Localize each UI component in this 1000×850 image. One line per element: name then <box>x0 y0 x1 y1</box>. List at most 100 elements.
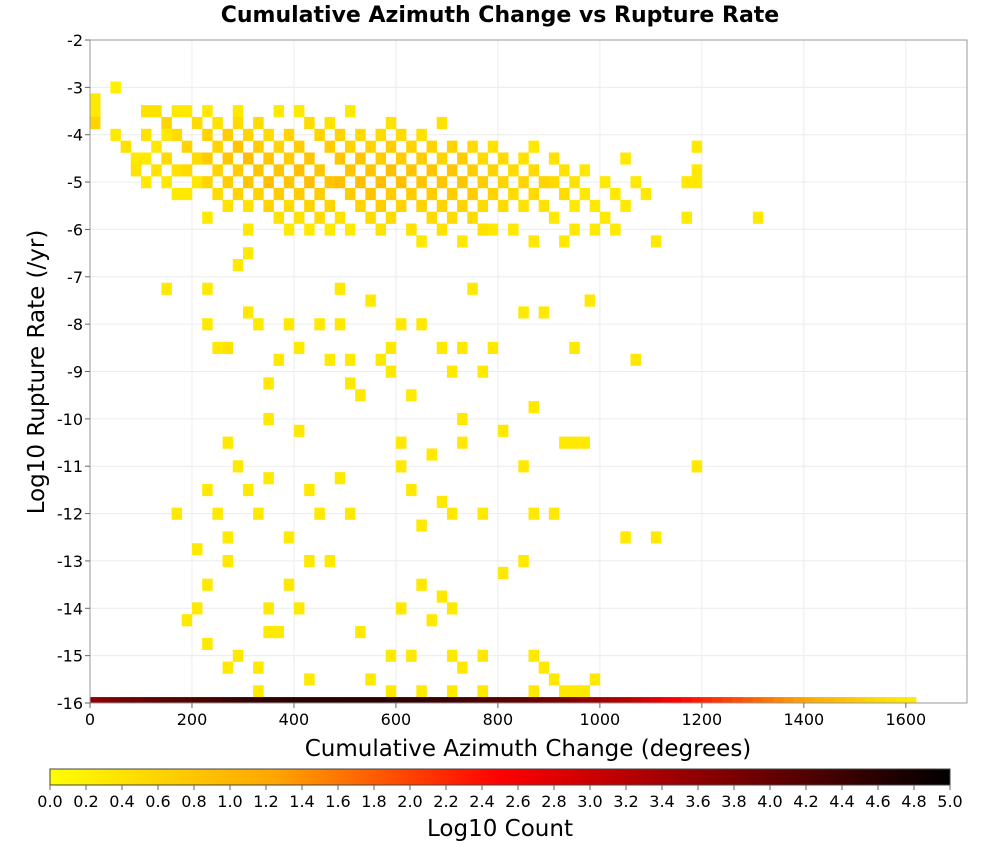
y-tick-label: -14 <box>57 599 83 618</box>
heatmap-cell <box>528 697 540 703</box>
heatmap-cell <box>630 697 642 703</box>
chart-title: Cumulative Azimuth Change vs Rupture Rat… <box>221 3 779 28</box>
x-tick-label: 1400 <box>783 710 824 729</box>
heatmap-cell <box>222 128 234 141</box>
heatmap-cell <box>385 164 397 177</box>
heatmap-cell <box>273 697 285 703</box>
heatmap-cell <box>406 697 417 703</box>
heatmap-cell <box>691 697 703 703</box>
heatmap-cell <box>538 661 550 674</box>
colorbar-tick-label: 3.6 <box>685 792 710 811</box>
heatmap-cell <box>253 661 264 674</box>
heatmap-cell <box>548 176 560 189</box>
heatmap-cell <box>436 223 448 236</box>
y-tick-label: -16 <box>57 694 83 713</box>
colorbar-tick-label: 1.8 <box>361 792 386 811</box>
heatmap-cell <box>222 199 234 212</box>
heatmap-cell <box>324 199 336 212</box>
heatmap-cell <box>584 294 596 307</box>
heatmap-cell <box>630 353 641 366</box>
heatmap-cell <box>681 176 692 189</box>
heatmap-cell <box>385 685 397 698</box>
heatmap-cell <box>355 199 366 212</box>
heatmap-cell <box>140 152 152 165</box>
heatmap-cell <box>253 140 264 153</box>
heatmap-cell <box>559 187 570 201</box>
heatmap-cell <box>487 164 499 177</box>
heatmap-cell <box>222 531 234 544</box>
heatmap-cell <box>487 697 499 703</box>
heatmap-cell <box>895 697 907 703</box>
heatmap-cell <box>416 176 427 189</box>
heatmap-cell <box>436 199 448 212</box>
heatmap-cell <box>293 105 305 118</box>
heatmap-cell <box>283 531 295 544</box>
heatmap-cell <box>293 187 305 201</box>
heatmap-cell <box>406 483 417 497</box>
heatmap-cell <box>212 341 223 355</box>
heatmap-cell <box>365 187 376 201</box>
heatmap-cell <box>589 223 601 236</box>
heatmap-cell <box>232 649 244 662</box>
heatmap-cell <box>314 507 325 520</box>
heatmap-cell <box>467 164 478 177</box>
colorbar-tick-label: 4.2 <box>793 792 818 811</box>
heatmap-cell <box>242 152 254 165</box>
heatmap-cell <box>589 697 601 703</box>
colorbar-tick-label: 5.0 <box>937 792 962 811</box>
heatmap-cell <box>283 697 295 703</box>
heatmap-cell <box>803 697 815 703</box>
heatmap-cell <box>161 697 172 703</box>
heatmap-cell <box>457 697 468 703</box>
heatmap-cell <box>355 626 366 639</box>
heatmap-cell <box>242 199 254 212</box>
heatmap-cell <box>365 697 376 703</box>
heatmap-cell <box>426 140 438 153</box>
heatmap-cell <box>90 105 101 118</box>
heatmap-cell <box>569 223 580 236</box>
heatmap-cell <box>650 531 662 544</box>
heatmap-cell <box>334 282 346 295</box>
heatmap-cell <box>90 697 101 703</box>
colorbar-tick-label: 2.4 <box>469 792 494 811</box>
heatmap-cell <box>497 566 509 579</box>
heatmap-cell <box>538 176 550 189</box>
heatmap-cell <box>242 697 254 703</box>
heatmap-cell <box>253 187 264 201</box>
heatmap-cell <box>202 176 213 189</box>
heatmap-cell <box>232 697 244 703</box>
heatmap-cell <box>436 341 448 355</box>
heatmap-cell <box>263 472 274 485</box>
heatmap-cell <box>181 697 193 703</box>
x-tick-label: 600 <box>381 710 412 729</box>
heatmap-cell <box>293 211 305 224</box>
heatmap-cell <box>579 164 590 177</box>
heatmap-cell <box>161 128 172 141</box>
heatmap-cell <box>253 697 264 703</box>
heatmap-cell <box>171 697 183 703</box>
heatmap-cell <box>161 152 172 165</box>
heatmap-cell <box>691 140 703 153</box>
heatmap-cell <box>375 152 387 165</box>
heatmap-cell <box>222 176 234 189</box>
heatmap-cell <box>650 697 662 703</box>
heatmap-cell <box>355 697 366 703</box>
heatmap-cell <box>477 199 489 212</box>
colorbar-tick-label: 0.6 <box>145 792 170 811</box>
heatmap-cell <box>304 116 315 130</box>
heatmap-cell <box>579 187 590 201</box>
heatmap-cell <box>232 164 244 177</box>
colorbar-label: Log10 Count <box>427 816 573 842</box>
heatmap-cell <box>406 649 417 662</box>
heatmap-cell <box>242 223 254 236</box>
y-tick-label: -12 <box>57 505 83 524</box>
heatmap-cell <box>467 211 478 224</box>
heatmap-cell <box>497 199 509 212</box>
heatmap-cell <box>599 697 611 703</box>
heatmap-cell <box>355 389 366 402</box>
heatmap-cell <box>569 199 580 212</box>
heatmap-cell <box>304 483 315 497</box>
heatmap-cell <box>171 187 183 201</box>
heatmap-cell <box>304 152 315 165</box>
heatmap-cell <box>334 211 346 224</box>
